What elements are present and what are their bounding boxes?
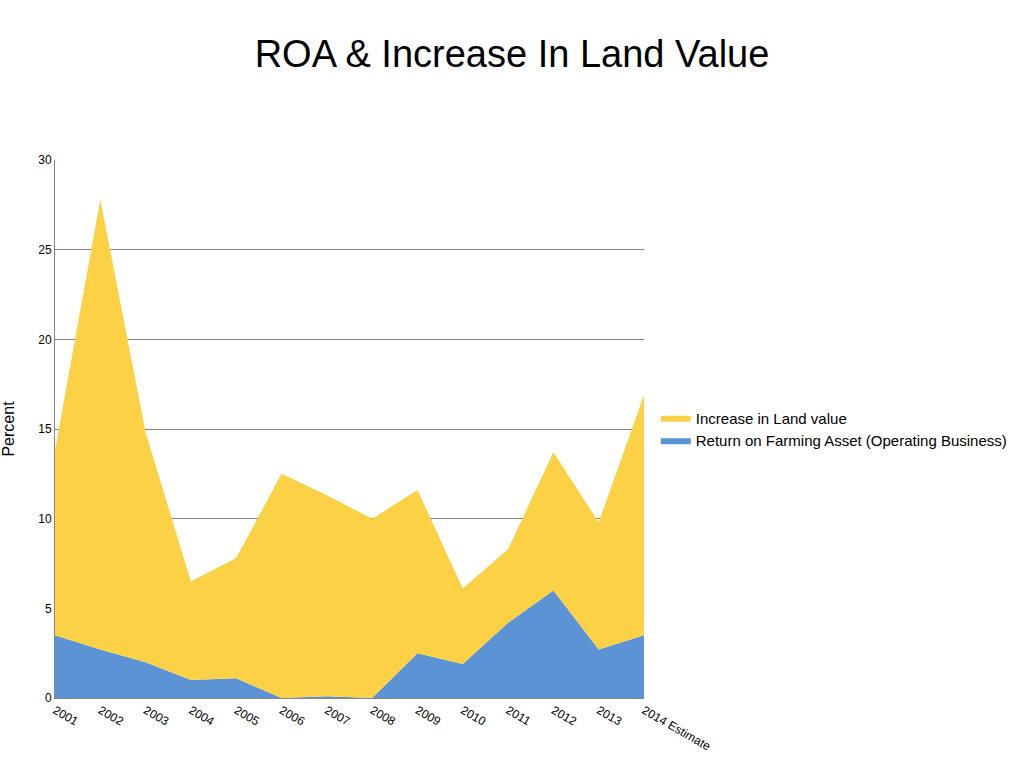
- svg-text:15: 15: [38, 422, 52, 436]
- svg-text:25: 25: [38, 243, 52, 257]
- svg-text:2012: 2012: [549, 703, 579, 729]
- svg-text:2001: 2001: [51, 703, 81, 729]
- svg-text:30: 30: [38, 153, 52, 167]
- svg-text:2014 Estimate: 2014 Estimate: [640, 703, 714, 754]
- svg-text:Percent: Percent: [0, 401, 17, 457]
- svg-text:10: 10: [38, 512, 52, 526]
- svg-text:20: 20: [38, 333, 52, 347]
- svg-text:2010: 2010: [458, 703, 488, 729]
- svg-text:2002: 2002: [96, 703, 126, 729]
- svg-text:2005: 2005: [232, 703, 262, 729]
- svg-text:0: 0: [45, 691, 52, 705]
- svg-text:2008: 2008: [368, 703, 398, 729]
- svg-text:2011: 2011: [504, 703, 534, 728]
- svg-text:5: 5: [45, 602, 52, 616]
- svg-text:Return on Farming Asset (Opera: Return on Farming Asset (Operating Busin…: [696, 432, 1007, 449]
- svg-text:2009: 2009: [413, 703, 443, 729]
- svg-text:2003: 2003: [141, 703, 171, 729]
- svg-text:ROA & Increase In Land Value: ROA & Increase In Land Value: [255, 33, 770, 75]
- svg-text:Increase in Land value: Increase in Land value: [696, 410, 847, 427]
- svg-text:2004: 2004: [186, 703, 216, 729]
- svg-text:2006: 2006: [277, 703, 307, 729]
- svg-text:2013: 2013: [594, 703, 624, 729]
- svg-text:2007: 2007: [322, 703, 352, 729]
